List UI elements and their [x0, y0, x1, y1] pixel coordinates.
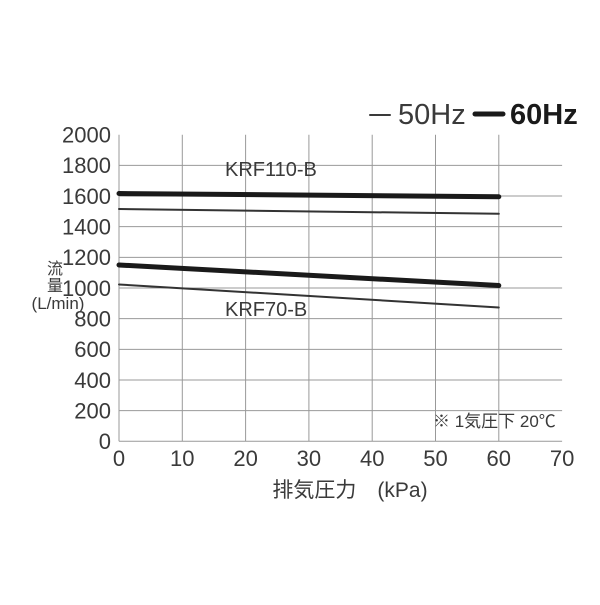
svg-text:量: 量: [47, 278, 63, 295]
svg-text:1600: 1600: [62, 184, 111, 209]
svg-text:(L/min): (L/min): [32, 294, 85, 313]
svg-text:30: 30: [297, 446, 321, 471]
svg-text:10: 10: [170, 446, 194, 471]
svg-text:2000: 2000: [62, 123, 111, 148]
svg-text:20: 20: [233, 446, 257, 471]
svg-text:50Hz: 50Hz: [398, 99, 466, 131]
svg-text:400: 400: [74, 368, 111, 393]
svg-text:60Hz: 60Hz: [510, 99, 578, 131]
svg-text:1800: 1800: [62, 153, 111, 178]
svg-text:0: 0: [99, 429, 111, 454]
svg-text:600: 600: [74, 337, 111, 362]
svg-text:70: 70: [550, 446, 574, 471]
svg-text:※ 1気圧下 20℃: ※ 1気圧下 20℃: [433, 412, 556, 431]
svg-text:KRF110-B: KRF110-B: [225, 159, 317, 181]
svg-text:流: 流: [47, 260, 63, 278]
svg-text:50: 50: [423, 446, 447, 471]
svg-text:200: 200: [74, 399, 111, 424]
svg-text:1200: 1200: [62, 245, 111, 270]
svg-text:60: 60: [487, 446, 511, 471]
svg-text:KRF70-B: KRF70-B: [225, 299, 307, 321]
svg-text:40: 40: [360, 446, 384, 471]
svg-text:排気圧力 (kPa): 排気圧力 (kPa): [272, 479, 427, 502]
svg-text:0: 0: [113, 446, 125, 471]
svg-text:1400: 1400: [62, 215, 111, 240]
